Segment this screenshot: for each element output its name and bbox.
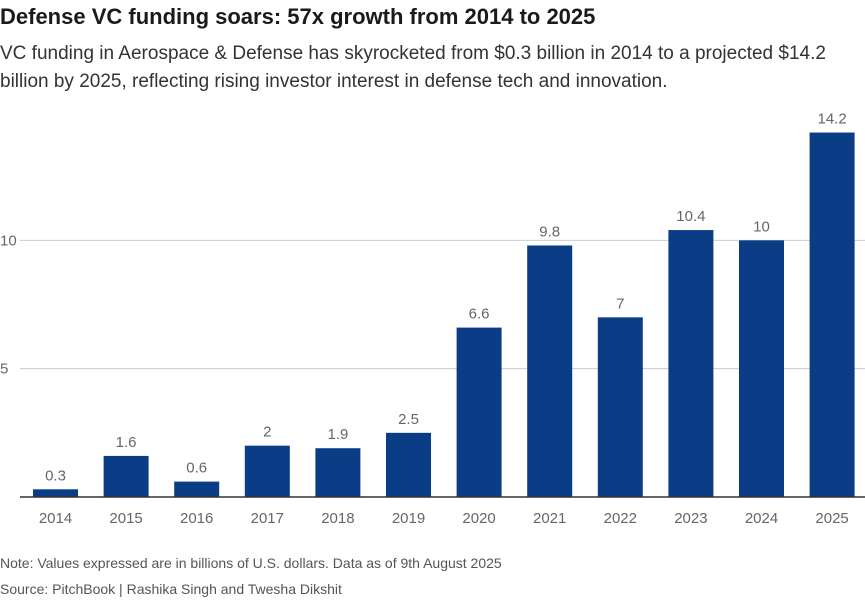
value-label-2020: 6.6 <box>469 306 490 323</box>
x-tick-label-2024: 2024 <box>745 510 778 527</box>
x-tick-label-2020: 2020 <box>462 510 495 527</box>
bar-2016 <box>174 481 220 497</box>
bar-2022 <box>597 317 643 497</box>
value-label-2022: 7 <box>616 295 624 312</box>
value-label-2024: 10 <box>753 218 770 235</box>
x-tick-label-2021: 2021 <box>533 510 566 527</box>
bar-2014 <box>33 489 78 497</box>
x-tick-label-2025: 2025 <box>815 510 848 527</box>
bar-2020 <box>456 327 502 497</box>
x-tick-label-2017: 2017 <box>251 510 284 527</box>
x-tick-label-2015: 2015 <box>109 510 142 527</box>
x-tick-label-2018: 2018 <box>321 510 354 527</box>
x-tick-label-2019: 2019 <box>392 510 425 527</box>
x-tick-label-2016: 2016 <box>180 510 213 527</box>
y-tick-label-10: 10 <box>0 232 17 249</box>
value-label-2014: 0.3 <box>45 467 66 484</box>
bar-2025 <box>809 132 855 498</box>
bar-2019 <box>386 432 431 497</box>
value-label-2025: 14.2 <box>817 111 846 128</box>
bar-2021 <box>527 245 573 497</box>
bar-2017 <box>244 445 290 497</box>
chart-note: Note: Values expressed are in billions o… <box>0 555 502 571</box>
bar-2023 <box>668 230 714 498</box>
value-label-2017: 2 <box>263 424 271 441</box>
chart-subtitle: VC funding in Aerospace & Defense has sk… <box>0 43 826 92</box>
y-tick-label-5: 5 <box>0 361 8 378</box>
value-label-2018: 1.9 <box>327 426 348 443</box>
bar-2024 <box>739 240 784 498</box>
value-label-2019: 2.5 <box>398 411 419 428</box>
value-label-2016: 0.6 <box>186 460 207 477</box>
x-tick-label-2023: 2023 <box>674 510 707 527</box>
chart-title: Defense VC funding soars: 57x growth fro… <box>0 4 596 29</box>
bar-2015 <box>103 455 149 497</box>
bar-2018 <box>315 448 361 497</box>
value-label-2023: 10.4 <box>676 208 705 225</box>
x-tick-label-2014: 2014 <box>39 510 72 527</box>
chart-source: Source: PitchBook | Rashika Singh and Tw… <box>0 581 342 597</box>
value-label-2021: 9.8 <box>539 223 560 240</box>
x-tick-label-2022: 2022 <box>604 510 637 527</box>
value-label-2015: 1.6 <box>116 434 137 451</box>
